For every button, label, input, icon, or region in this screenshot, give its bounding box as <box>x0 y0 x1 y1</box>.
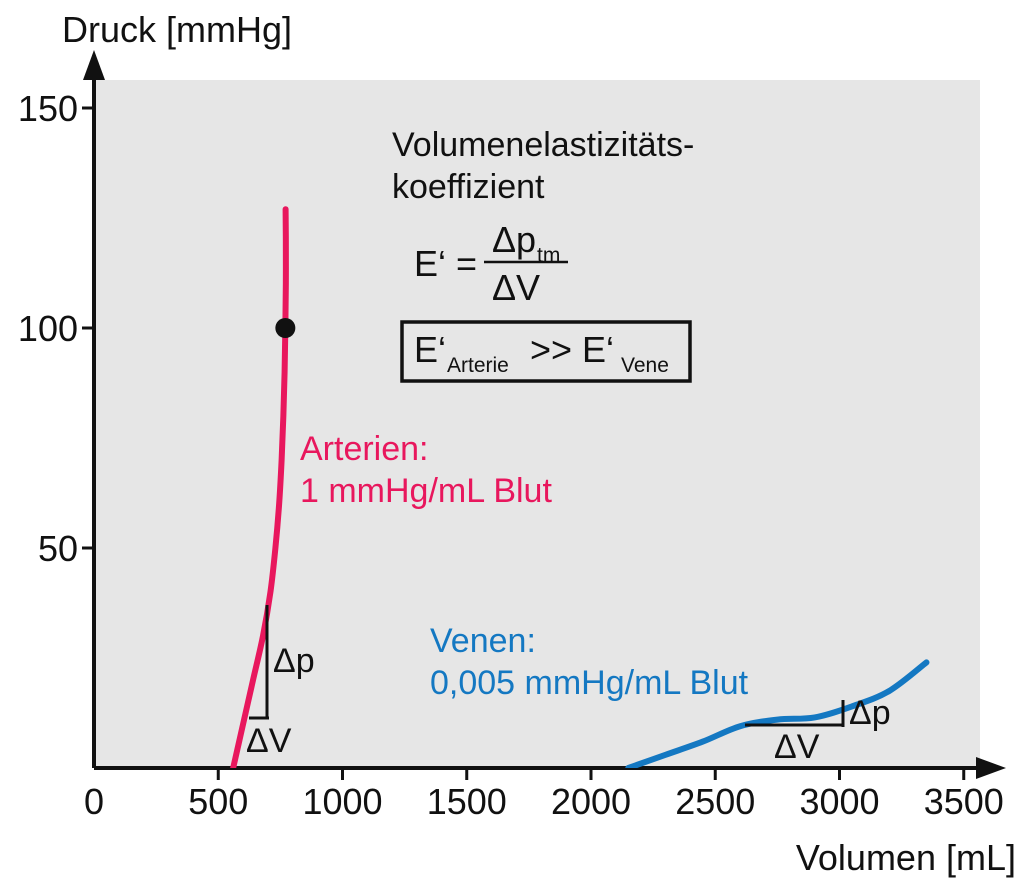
annotation-title-line1: Volumenelastizitäts- <box>392 126 694 164</box>
y-axis-title: Druck [mmHg] <box>62 9 292 50</box>
series-line-arterien <box>230 206 289 768</box>
arterial-slope-triangle <box>249 605 269 720</box>
x-axis-arrow <box>976 757 1006 779</box>
arterial-label: Arterien: <box>300 430 429 468</box>
y-tick-label: 50 <box>38 528 78 569</box>
x-tick-label: 2500 <box>675 781 755 822</box>
venous-value: 0,005 mmHg/mL Blut <box>430 664 749 702</box>
y-tick-label: 100 <box>18 308 78 349</box>
x-tick-label: 3000 <box>799 781 879 822</box>
x-tick-label: 3500 <box>924 781 1004 822</box>
y-axis-arrow <box>83 50 105 80</box>
comparison-sub-arterie: Arterie <box>447 354 509 377</box>
series-line-venen <box>625 659 930 768</box>
comparison-e-arterie: E‘ <box>414 329 446 370</box>
arterial-dp-label: Δp <box>273 642 315 680</box>
formula-numerator: Δp <box>492 219 536 260</box>
x-axis-title: Volumen [mL] <box>796 837 1016 878</box>
arterial-dv-label: ΔV <box>246 722 292 760</box>
x-tick-label: 1500 <box>427 781 507 822</box>
formula-denominator: ΔV <box>492 267 540 308</box>
plot-area <box>94 80 980 768</box>
y-ticks: 50 100 150 <box>18 88 94 569</box>
x-tick-label: 500 <box>188 781 248 822</box>
comparison-box <box>400 320 692 383</box>
arterial-value: 1 mmHg/mL Blut <box>300 472 552 510</box>
venous-label: Venen: <box>430 622 536 660</box>
x-tick-label: 0 <box>84 781 104 822</box>
comparison-operator: >> E‘ <box>530 329 614 370</box>
x-ticks: 0 500 1000 1500 2000 2500 3000 3500 <box>84 768 1004 822</box>
formula-numerator-subscript: tm <box>537 244 560 267</box>
series-group <box>230 206 930 768</box>
data-point-marker <box>275 318 296 338</box>
x-tick-label: 2000 <box>551 781 631 822</box>
venous-slope-triangle <box>745 700 845 727</box>
y-tick-label: 150 <box>18 88 78 129</box>
venous-dv-label: ΔV <box>774 728 820 766</box>
annotation-title-line2: koeffizient <box>392 168 545 206</box>
venous-dp-label: Δp <box>849 694 891 732</box>
x-tick-label: 1000 <box>302 781 382 822</box>
comparison-sub-vene: Vene <box>621 354 669 377</box>
formula-lhs: E‘ = <box>414 243 477 284</box>
